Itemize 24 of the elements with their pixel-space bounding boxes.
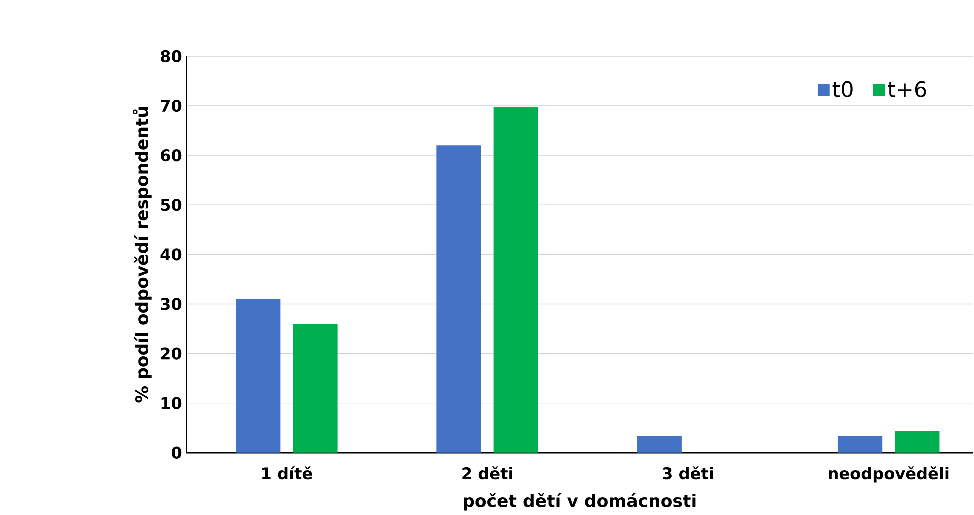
legend-label: t+6	[888, 81, 926, 98]
bar	[293, 324, 338, 454]
y-tick-label: 20	[161, 348, 182, 360]
y-tick-label: 60	[161, 150, 182, 162]
x-tick-label: 1 dítě	[262, 466, 312, 480]
bar	[494, 108, 538, 454]
x-axis-title: počet dětí v domácnosti	[464, 493, 696, 511]
bar	[436, 146, 482, 454]
y-tick-label: 40	[160, 248, 182, 261]
y-axis-title: % podíl odpovědí respondentů	[133, 108, 152, 403]
bar	[838, 436, 883, 454]
bar	[637, 436, 682, 454]
y-tick-label: 0	[172, 446, 182, 460]
y-tick-label: 50	[161, 199, 182, 212]
y-tick-label: 80	[161, 50, 182, 63]
x-tick-label: 2 děti	[462, 466, 512, 480]
bar	[895, 432, 940, 454]
legend-label: t0	[832, 81, 853, 98]
y-tick-label: 70	[161, 100, 182, 112]
x-tick-label: neodpověděli	[829, 466, 949, 483]
y-tick-label: 10	[162, 397, 182, 410]
x-tick-label: 3 děti	[663, 466, 714, 480]
y-tick-label: 30	[161, 298, 182, 310]
bar	[236, 299, 281, 454]
